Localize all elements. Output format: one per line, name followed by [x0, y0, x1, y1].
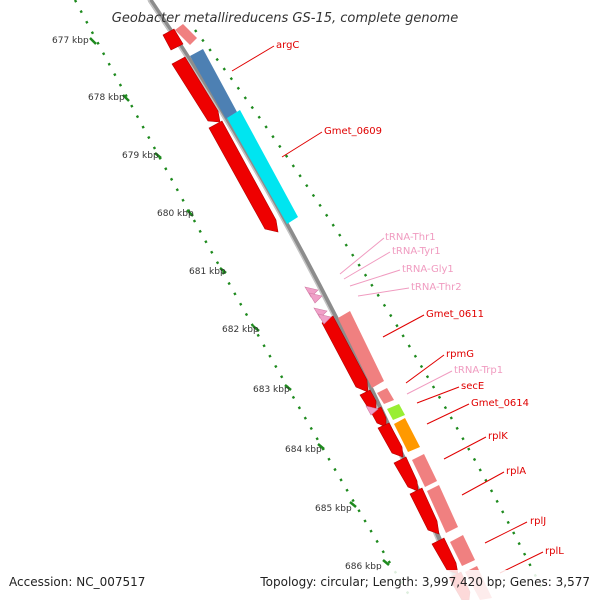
tick-label: 684 kbp [285, 445, 322, 455]
label-rpmG: rpmG [446, 349, 474, 360]
feature-argC-cog [190, 49, 237, 119]
feature-gmet0609-cog [227, 110, 298, 224]
tick-label: 677 kbp [52, 36, 89, 46]
feature-trna-3 [313, 307, 328, 319]
feature-trna-4 [317, 313, 332, 325]
feature-gmet0614-cds [377, 422, 404, 458]
label-rplK: rplK [488, 431, 508, 442]
feature-trna-1 [304, 286, 319, 298]
label-gmet0611: Gmet_0611 [426, 309, 484, 320]
feature-prev-cds [162, 28, 184, 51]
leader-line [499, 551, 544, 574]
feature-rpmG-cog [377, 388, 394, 404]
feature-secE-cog [387, 404, 405, 420]
leader-line [231, 45, 275, 72]
label-argC: argC [276, 40, 299, 51]
feature-rpmG-cds [359, 389, 377, 411]
tick-label: 686 kbp [345, 562, 382, 572]
tick-mark [186, 209, 194, 217]
feature-rplJ-cog [450, 535, 475, 566]
feature-prev-cog [175, 24, 197, 45]
accession-text: Accession: NC_007517 [9, 575, 145, 589]
leader-line [461, 471, 505, 496]
leader-line [281, 131, 323, 158]
label-gmet0609: Gmet_0609 [324, 126, 382, 137]
leader-line [426, 403, 470, 425]
label-rplJ: rplJ [530, 516, 546, 527]
feature-labels: argC Gmet_0609 tRNA-Thr1 tRNA-Tyr1 tRNA-… [276, 40, 564, 557]
tick-ring [73, 0, 414, 600]
label-gmet0614: Gmet_0614 [471, 398, 529, 409]
label-trna-trp1: tRNA-Trp1 [454, 365, 503, 376]
feature-gmet0614-cog [394, 418, 420, 452]
genome-summary-text: Topology: circular; Length: 3,997,420 bp… [259, 575, 590, 589]
tick-label: 679 kbp [122, 151, 159, 161]
leader-line [382, 314, 425, 338]
leader-lines [231, 45, 544, 574]
leader-line [443, 436, 487, 460]
tick-label: 678 kbp [88, 93, 125, 103]
tick-marks [89, 37, 390, 566]
label-trna-gly1: tRNA-Gly1 [402, 264, 454, 275]
label-trna-thr2: tRNA-Thr2 [411, 282, 462, 293]
feature-rplA-cog [427, 485, 458, 533]
feature-rplJ-cds [431, 537, 459, 575]
leader-line [405, 354, 445, 384]
feature-trna-2 [308, 292, 323, 304]
feature-gmet0611-cog [338, 311, 384, 388]
label-secE: secE [461, 381, 484, 392]
tick-label: 683 kbp [253, 385, 290, 395]
tick-label: 682 kbp [222, 325, 259, 335]
leader-line [343, 251, 391, 280]
leader-line [339, 237, 385, 275]
tick-mark [252, 325, 260, 332]
leader-line [406, 370, 453, 395]
tick-mark [154, 152, 162, 159]
label-trna-thr1: tRNA-Thr1 [385, 232, 436, 243]
label-rplA: rplA [506, 466, 526, 477]
tick-labels: 677 kbp 678 kbp 679 kbp 680 kbp 681 kbp … [52, 36, 382, 572]
tick-mark [219, 267, 227, 274]
tick-mark [317, 443, 325, 450]
tick-label: 681 kbp [189, 267, 226, 277]
label-trna-tyr1: tRNA-Tyr1 [392, 246, 441, 257]
leader-line [484, 521, 528, 544]
tick-mark [284, 384, 292, 391]
tick-mark [122, 94, 130, 102]
map-title: Geobacter metallireducens GS-15, complet… [112, 11, 458, 26]
tick-mark [382, 559, 390, 566]
tick-label: 685 kbp [315, 504, 352, 514]
feature-rplA-cds [409, 487, 440, 535]
cds-track [162, 28, 471, 600]
feature-rplK-cog [412, 454, 437, 487]
label-rplL: rplL [545, 546, 564, 557]
outer-dotted-ring [194, 29, 547, 596]
feature-argC-cds [171, 56, 221, 123]
trna-markers [304, 286, 379, 416]
feature-rplK-cds [393, 456, 419, 492]
leader-line [357, 287, 410, 297]
tick-label: 680 kbp [157, 209, 194, 219]
footer-background [0, 570, 600, 600]
feature-trna-5 [365, 405, 379, 416]
tick-mark [349, 501, 357, 508]
feature-gmet0609-cds [208, 120, 279, 233]
leader-line [416, 386, 460, 404]
leader-line [349, 269, 401, 287]
tick-mark [89, 37, 97, 45]
